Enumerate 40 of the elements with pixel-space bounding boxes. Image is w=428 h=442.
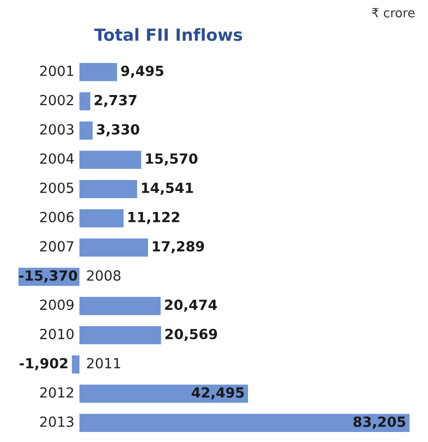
y-tick-label: 2013 [40,416,74,427]
bar [79,92,90,110]
bar [79,150,142,169]
data-label: 42,495 [192,387,244,400]
data-label: 14,541 [142,182,194,195]
y-tick-label: 2008 [87,270,120,281]
bar [79,238,148,257]
bar [79,326,162,344]
bar [79,63,118,82]
data-label: 20,474 [165,300,217,312]
data-label: -1,902 [20,358,68,370]
data-label: 2,737 [94,94,136,108]
chart-title: Total FII Inflows [94,28,242,41]
data-label: 20,569 [165,328,218,342]
bar [79,209,124,228]
bar [79,121,93,140]
bar [79,414,410,432]
text: ₹ crore [372,8,414,18]
data-label: 83,205 [353,416,406,429]
y-tick-label: 2006 [40,212,74,222]
y-tick-label: 2009 [40,300,74,310]
data-label: 3,330 [96,124,140,136]
y-tick-label: 2011 [87,358,120,369]
y-tick-label: 2004 [40,153,74,164]
data-label: -15,370 [19,270,78,283]
y-tick-label: 2007 [40,241,74,252]
bar [79,296,161,316]
y-tick-label: 2003 [40,124,74,135]
y-tick-label: 2012 [40,387,74,398]
bar [72,355,80,374]
data-label: 11,122 [128,212,180,224]
data-label: 9,495 [121,66,164,78]
bar [79,384,248,403]
data-label: 17,289 [152,241,204,254]
bar [79,180,138,198]
y-tick-label: 2002 [40,94,74,106]
data-label: 15,570 [146,153,198,166]
y-tick-label: 2005 [40,182,74,194]
y-tick-label: 2001 [40,66,74,76]
y-tick-label: 2010 [40,328,74,340]
